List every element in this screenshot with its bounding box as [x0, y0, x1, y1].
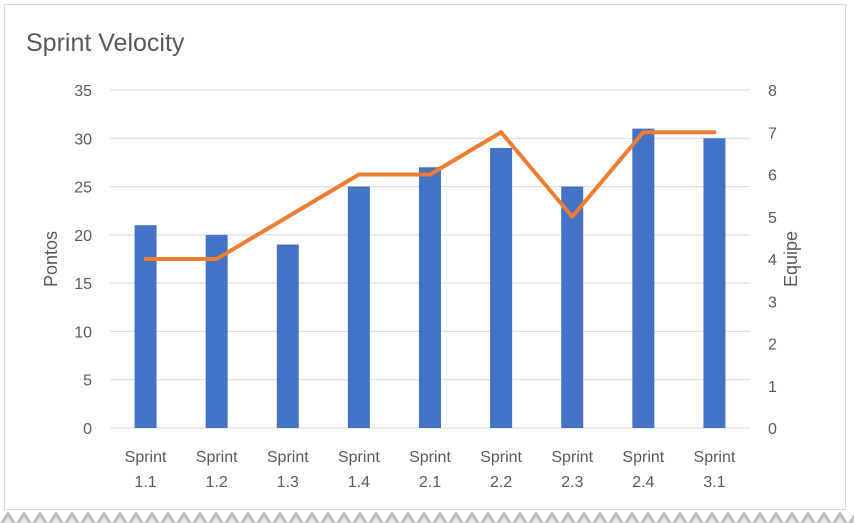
- x-tick-label: 1.3: [277, 474, 299, 491]
- x-tick-label: 1.2: [206, 474, 228, 491]
- x-tick-label: Sprint: [196, 449, 238, 466]
- bar: [276, 244, 299, 428]
- right-tick-label: 1: [768, 379, 777, 396]
- x-tick-label: Sprint: [125, 449, 167, 466]
- left-tick-label: 0: [83, 421, 92, 438]
- left-tick-label: 15: [74, 276, 92, 293]
- x-tick-label: 2.1: [419, 474, 441, 491]
- right-tick-label: 0: [768, 421, 777, 438]
- x-tick-label: Sprint: [551, 449, 593, 466]
- left-tick-label: 30: [74, 131, 92, 148]
- bar: [347, 186, 370, 428]
- bar: [632, 128, 655, 428]
- right-axis-title: Equipe: [781, 231, 801, 287]
- left-tick-label: 35: [74, 83, 92, 100]
- x-tick-label: Sprint: [338, 449, 380, 466]
- right-tick-label: 4: [768, 252, 777, 269]
- bar: [561, 186, 584, 428]
- line-series: [143, 130, 717, 261]
- left-tick-label: 10: [74, 324, 92, 341]
- x-tick-label: Sprint: [622, 449, 664, 466]
- left-tick-label: 25: [74, 180, 92, 197]
- x-tick-label: Sprint: [409, 449, 451, 466]
- right-tick-label: 3: [768, 294, 777, 311]
- left-tick-label: 5: [83, 373, 92, 390]
- left-axis-ticks: 0 5 10 15 20 25 30 35: [74, 83, 92, 438]
- x-tick-label: Sprint: [694, 449, 736, 466]
- right-axis-ticks: 0 1 2 3 4 5 6 7 8: [768, 83, 777, 438]
- x-tick-label: 1.4: [348, 474, 370, 491]
- left-tick-label: 20: [74, 228, 92, 245]
- x-tick-label: Sprint: [480, 449, 522, 466]
- x-tick-label: 2.2: [490, 474, 512, 491]
- bar: [205, 234, 228, 428]
- torn-edge-decoration: [0, 508, 854, 523]
- left-axis-title: Pontos: [41, 231, 61, 287]
- right-tick-label: 6: [768, 168, 777, 185]
- bar: [490, 147, 513, 428]
- right-tick-label: 7: [768, 125, 777, 142]
- bar: [419, 167, 441, 428]
- x-tick-label: 2.3: [561, 474, 583, 491]
- bar: [134, 225, 157, 428]
- right-tick-label: 8: [768, 83, 777, 100]
- x-tick-label: Sprint: [267, 449, 309, 466]
- right-tick-label: 2: [768, 337, 777, 354]
- x-axis-ticks: Sprint 1.1 Sprint 1.2 Sprint 1.3 Sprint 1.4 Spri…: [125, 449, 736, 491]
- bar: [703, 138, 726, 429]
- bar-series: [134, 128, 726, 429]
- x-tick-label: 1.1: [134, 474, 156, 491]
- chart: Sprint Velocity 0 5 10 15 20 25 30 35 0 1 2 3 4 5 6 7 8…: [26, 29, 801, 491]
- right-tick-label: 5: [768, 210, 777, 227]
- x-tick-label: 3.1: [703, 474, 725, 491]
- chart-title: Sprint Velocity: [26, 29, 185, 57]
- x-tick-label: 2.4: [632, 474, 654, 491]
